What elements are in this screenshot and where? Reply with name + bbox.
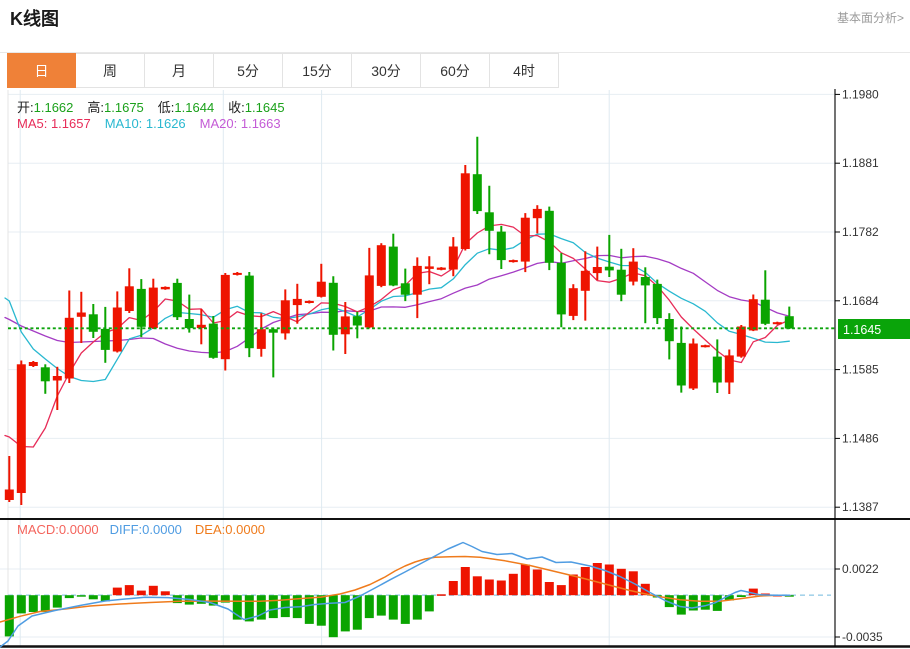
svg-text:1.1486: 1.1486 — [842, 431, 879, 445]
svg-text:1.1684: 1.1684 — [842, 294, 879, 308]
svg-text:1.1387: 1.1387 — [842, 500, 879, 514]
svg-text:-0.0035: -0.0035 — [842, 630, 883, 644]
svg-text:1.1980: 1.1980 — [842, 87, 879, 101]
svg-text:1.1881: 1.1881 — [842, 156, 879, 170]
svg-text:1.1782: 1.1782 — [842, 225, 879, 239]
svg-text:0.0022: 0.0022 — [842, 562, 879, 576]
svg-text:1.1645: 1.1645 — [843, 323, 881, 337]
svg-text:1.1585: 1.1585 — [842, 363, 879, 377]
